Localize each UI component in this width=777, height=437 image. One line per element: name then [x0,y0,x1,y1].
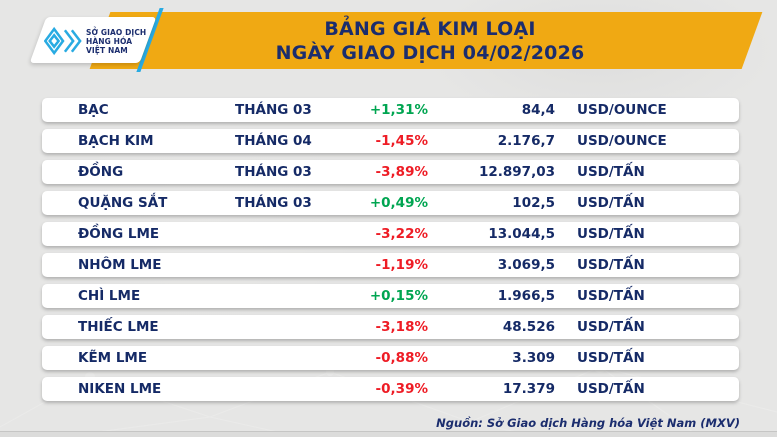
source-note: Nguồn: Sở Giao dịch Hàng hóa Việt Nam (M… [436,416,740,430]
table-row: CHÌ LME +0,15% 1.966,5 USD/TẤN [42,284,739,308]
percent-change: -1,19% [375,257,428,273]
price-unit: USD/TẤN [577,226,645,242]
commodity-name: KẼM LME [78,350,148,366]
commodity-name: THIẾC LME [78,319,159,335]
price-value: 17.379 [502,381,555,397]
page-title: BẢNG GIÁ KIM LOẠI NGÀY GIAO DỊCH 04/02/2… [150,17,710,67]
price-unit: USD/TẤN [577,381,645,397]
commodity-name: NIKEN LME [78,381,162,397]
price-value: 48.526 [502,319,555,335]
price-value: 3.309 [512,350,555,366]
mxv-logo: SỞ GIAO DỊCH HÀNG HÓA VIỆT NAM [44,21,148,61]
price-unit: USD/TẤN [577,319,645,335]
logo-text-line1: SỞ GIAO DỊCH [86,27,147,37]
price-value: 13.044,5 [488,226,555,242]
commodity-name: QUẶNG SẮT [78,195,168,211]
commodity-name: BẠCH KIM [78,133,154,149]
price-unit: USD/TẤN [577,164,645,180]
bottom-strip [0,431,777,437]
table-row: BẠCH KIM THÁNG 04 -1,45% 2.176,7 USD/OUN… [42,129,739,153]
table-row: ĐỒNG LME -3,22% 13.044,5 USD/TẤN [42,222,739,246]
percent-change: +1,31% [369,102,428,118]
contract-month: THÁNG 03 [235,164,312,180]
price-table: BẠC THÁNG 03 +1,31% 84,4 USD/OUNCE BẠCH … [42,98,739,408]
table-row: THIẾC LME -3,18% 48.526 USD/TẤN [42,315,739,339]
table-row: BẠC THÁNG 03 +1,31% 84,4 USD/OUNCE [42,98,739,122]
percent-change: -3,18% [375,319,428,335]
price-unit: USD/TẤN [577,350,645,366]
contract-month: THÁNG 03 [235,102,312,118]
contract-month: THÁNG 03 [235,195,312,211]
commodity-name: CHÌ LME [78,288,141,304]
logo-text-line3: VIỆT NAM [86,45,128,55]
logo-text-line2: HÀNG HÓA [86,36,133,46]
page-title-line1: BẢNG GIÁ KIM LOẠI [324,18,536,40]
commodity-name: BẠC [78,102,109,118]
price-value: 12.897,03 [478,164,555,180]
percent-change: -0,39% [375,381,428,397]
price-unit: USD/TẤN [577,288,645,304]
price-unit: USD/OUNCE [577,102,667,118]
percent-change: +0,49% [369,195,428,211]
price-unit: USD/OUNCE [577,133,667,149]
commodity-name: ĐỒNG LME [78,226,160,242]
page-title-line2: NGÀY GIAO DỊCH 04/02/2026 [275,42,585,64]
table-row: NIKEN LME -0,39% 17.379 USD/TẤN [42,377,739,401]
table-row: NHÔM LME -1,19% 3.069,5 USD/TẤN [42,253,739,277]
percent-change: +0,15% [369,288,428,304]
contract-month: THÁNG 04 [235,133,312,149]
mxv-logo-icon [44,26,82,56]
percent-change: -0,88% [375,350,428,366]
percent-change: -3,22% [375,226,428,242]
commodity-name: ĐỒNG [78,164,124,180]
table-row: QUẶNG SẮT THÁNG 03 +0,49% 102,5 USD/TẤN [42,191,739,215]
commodity-name: NHÔM LME [78,257,162,273]
table-row: ĐỒNG THÁNG 03 -3,89% 12.897,03 USD/TẤN [42,160,739,184]
logo-text: SỞ GIAO DỊCH HÀNG HÓA VIỆT NAM [86,28,146,55]
percent-change: -3,89% [375,164,428,180]
price-value: 84,4 [521,102,555,118]
price-value: 2.176,7 [497,133,555,149]
price-value: 3.069,5 [497,257,555,273]
price-unit: USD/TẤN [577,195,645,211]
table-row: KẼM LME -0,88% 3.309 USD/TẤN [42,346,739,370]
percent-change: -1,45% [375,133,428,149]
price-value: 102,5 [512,195,555,211]
price-unit: USD/TẤN [577,257,645,273]
price-value: 1.966,5 [497,288,555,304]
